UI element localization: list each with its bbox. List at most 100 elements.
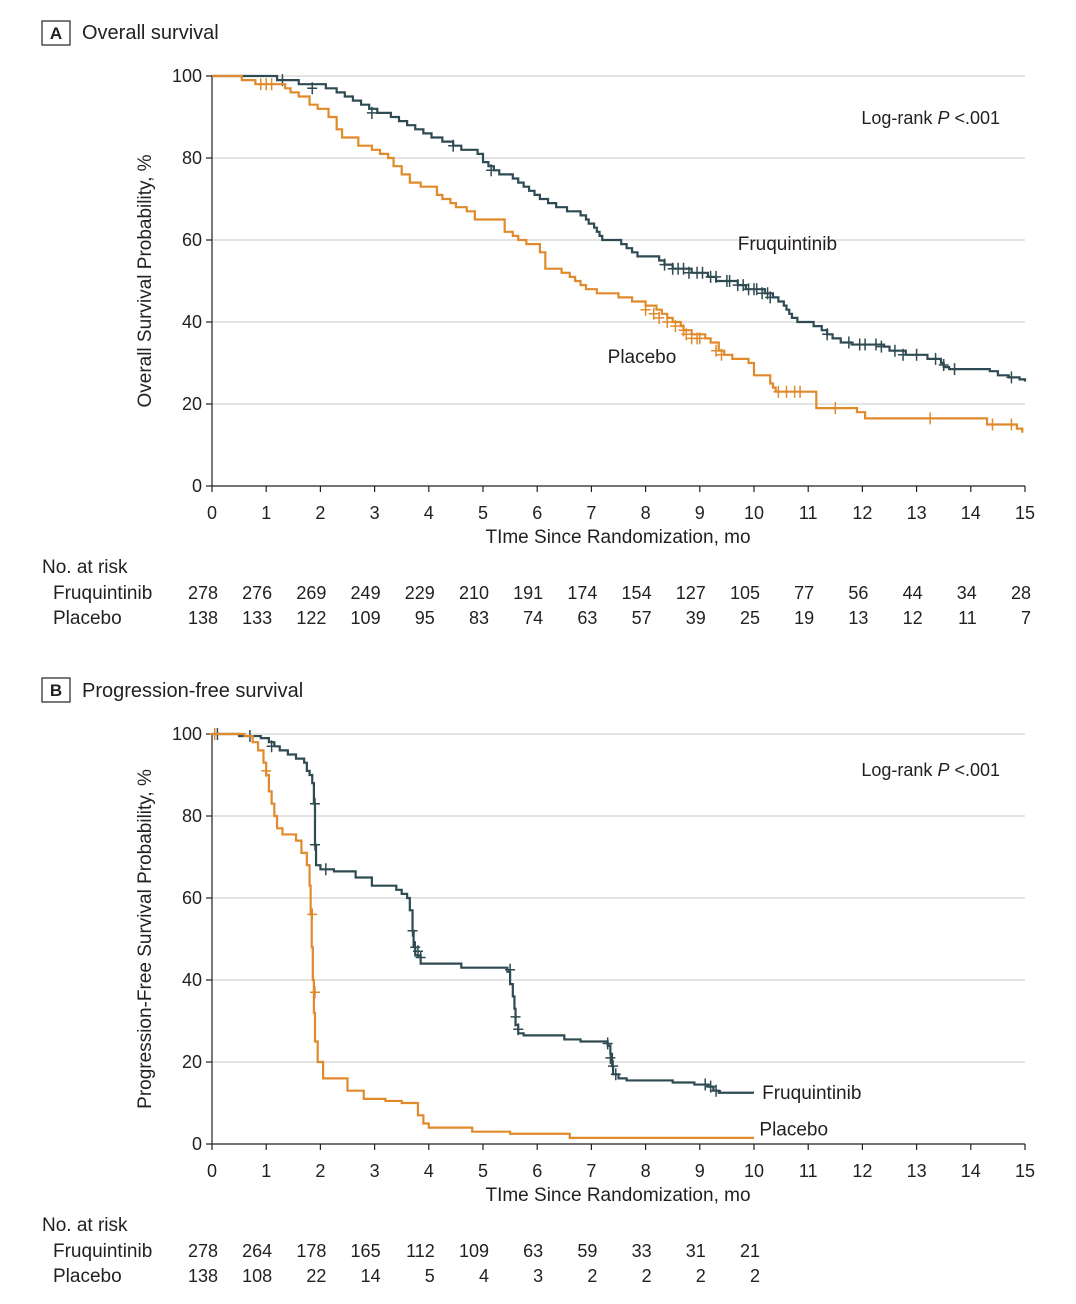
panel-a-fruquintinib-censor-mark — [486, 164, 497, 177]
panel-a-fruquintinib-censor-mark — [889, 344, 900, 357]
panel-a-x-tick-label: 5 — [478, 503, 488, 523]
panel-a-letter-box — [41, 20, 71, 46]
panel-a-fruquintinib-label: Fruquintinib — [738, 234, 837, 255]
panel-b-risk-value: 63 — [523, 1241, 543, 1261]
panel-b-risk-value: 4 — [479, 1266, 489, 1286]
panel-a-y-tick-label: 0 — [192, 476, 202, 496]
panel-a-fruquintinib-censor-mark — [738, 279, 749, 292]
panel-a-x-tick-label: 0 — [207, 503, 217, 523]
panel-b-fruquintinib-censor-mark — [407, 924, 418, 937]
panel-b-risk-value: 14 — [361, 1266, 381, 1286]
panel-b-fruquintinib-censor-mark — [510, 1010, 521, 1023]
panel-a-placebo-censor-mark — [640, 303, 651, 316]
panel-a-y-tick-label: 40 — [182, 312, 202, 332]
panel-b-risk-value: 59 — [577, 1241, 597, 1261]
panel-b-risk-value: 165 — [351, 1241, 381, 1261]
panel-b-risk-name-fruquintinib: Fruquintinib — [53, 1241, 152, 1262]
panel-b-letter: B — [50, 681, 62, 700]
panel-a-risk-value: 19 — [794, 608, 814, 628]
panel-b-y-tick-label: 0 — [192, 1134, 202, 1154]
panel-a-fruquintinib-censor-mark — [898, 348, 909, 361]
panel-a-fruquintinib-censor-mark — [822, 328, 833, 341]
panel-a-fruquintinib-censor-mark — [448, 139, 459, 152]
panel-a-fruquintinib-censor-mark — [911, 348, 922, 361]
panel-b-placebo-censor-mark — [209, 728, 220, 740]
panel-b-x-tick-label: 14 — [961, 1161, 981, 1181]
panel-a-risk-value: 57 — [632, 608, 652, 628]
panel-b-risk-table: No. at risk Fruquintinib Placebo 278 264 1… — [42, 1215, 760, 1287]
panel-b-risk-value: 278 — [188, 1241, 218, 1261]
panel-a-placebo-curve — [212, 74, 1024, 433]
panel-a-risk-value: 127 — [676, 583, 706, 603]
panel-a-fruquintinib-censor-mark — [843, 336, 854, 349]
panel-a-fruquintinib-censor-mark — [366, 106, 377, 119]
panel-a-x-tick-label: 15 — [1015, 503, 1035, 523]
panel-a-risk-value: 56 — [848, 583, 868, 603]
panel-b-x-tick-label: 1 — [261, 1161, 271, 1181]
panel-a-risk-value: 174 — [567, 583, 597, 603]
panel-b-fruquintinib-censor-mark — [513, 1023, 524, 1036]
panel-a-curves: Fruquintinib Placebo — [212, 74, 1027, 433]
panel-a-risk-header: No. at risk — [42, 557, 128, 578]
panel-a-x-tick-label: 8 — [641, 503, 651, 523]
panel-b-fruquintinib-censor-mark — [320, 863, 331, 876]
panel-b-fruquintinib-censor-mark — [412, 945, 423, 958]
panel-b-fruquintinib-label: Fruquintinib — [762, 1083, 861, 1104]
panel-b-risk-value: 2 — [587, 1266, 597, 1286]
panel-b-risk-value: 138 — [188, 1266, 218, 1286]
panel-a-placebo-censor-mark — [670, 320, 681, 333]
panel-b-logrank-suffix: <.001 — [949, 760, 1000, 780]
panel-a-x-tick-label: 6 — [532, 503, 542, 523]
panel-a-fruquintinib-censor-mark — [751, 283, 762, 296]
panel-a-risk-value: 11 — [958, 608, 977, 628]
panel-a-risk-value: 133 — [242, 608, 272, 628]
panel-b-progression-free-survival: B Progression-free survival 020406080100… — [41, 677, 1035, 1287]
panel-a-risk-value: 154 — [622, 583, 652, 603]
panel-b-fruquintinib-censor-mark — [610, 1068, 621, 1081]
panel-a-placebo-censor-mark — [662, 316, 673, 328]
panel-b-fruquintinib-censor-mark — [605, 1051, 616, 1064]
panel-a-fruquintinib-censor-mark — [949, 363, 960, 376]
panel-b-y-tick-label: 100 — [172, 724, 202, 744]
panel-b-x-tick-label: 2 — [315, 1161, 325, 1181]
panel-b-x-tick-label: 15 — [1015, 1161, 1035, 1181]
panel-b-risk-value: 2 — [642, 1266, 652, 1286]
panel-a-y-tick-label: 80 — [182, 148, 202, 168]
panel-a-placebo-censor-mark — [987, 418, 998, 431]
panel-a-x-tick-label: 10 — [744, 503, 764, 523]
panel-b-fruquintinib-censor-mark — [711, 1084, 722, 1097]
panel-a-y-tick-label: 100 — [172, 66, 202, 86]
panel-a-fruquintinib-censor-mark — [930, 352, 941, 365]
panel-a-risk-value: 28 — [1011, 583, 1031, 603]
panel-b-placebo-curve — [212, 732, 754, 1139]
panel-a-placebo-censor-mark — [925, 412, 936, 425]
panel-a-x-tick-label: 12 — [852, 503, 872, 523]
panel-a-risk-value: 44 — [903, 583, 923, 603]
panel-a-risk-values: 278 276 269 249 229 210 191 174 154 127 105 77 56 44 3… — [188, 583, 1031, 628]
panel-a-title: Overall survival — [82, 22, 219, 44]
panel-b-risk-value: 112 — [406, 1241, 435, 1261]
panel-a-risk-value: 276 — [242, 583, 272, 603]
panel-a-risk-value: 63 — [577, 608, 597, 628]
panel-b-title: Progression-free survival — [82, 680, 303, 702]
panel-b-x-tick-label: 9 — [695, 1161, 705, 1181]
panel-a-x-tick-label: 3 — [370, 503, 380, 523]
panel-a-fruquintinib-censor-mark — [697, 266, 708, 279]
panel-a-placebo-censor-mark — [795, 385, 806, 398]
panel-a-risk-value: 34 — [957, 583, 977, 603]
panel-a-risk-value: 249 — [351, 583, 381, 603]
panel-b-risk-value: 31 — [686, 1241, 706, 1261]
panel-a-risk-value: 122 — [296, 608, 326, 628]
panel-b-risk-value: 22 — [306, 1266, 326, 1286]
panel-b-y-tick-label: 80 — [182, 806, 202, 826]
panel-a-fruquintinib-censor-mark — [876, 340, 887, 353]
panel-b-letter-box — [41, 677, 71, 703]
panel-a-risk-value: 95 — [415, 608, 435, 628]
panel-a-x-tick-label: 7 — [586, 503, 596, 523]
panel-b-risk-value: 5 — [425, 1266, 435, 1286]
panel-a-logrank-p: P — [937, 108, 949, 128]
